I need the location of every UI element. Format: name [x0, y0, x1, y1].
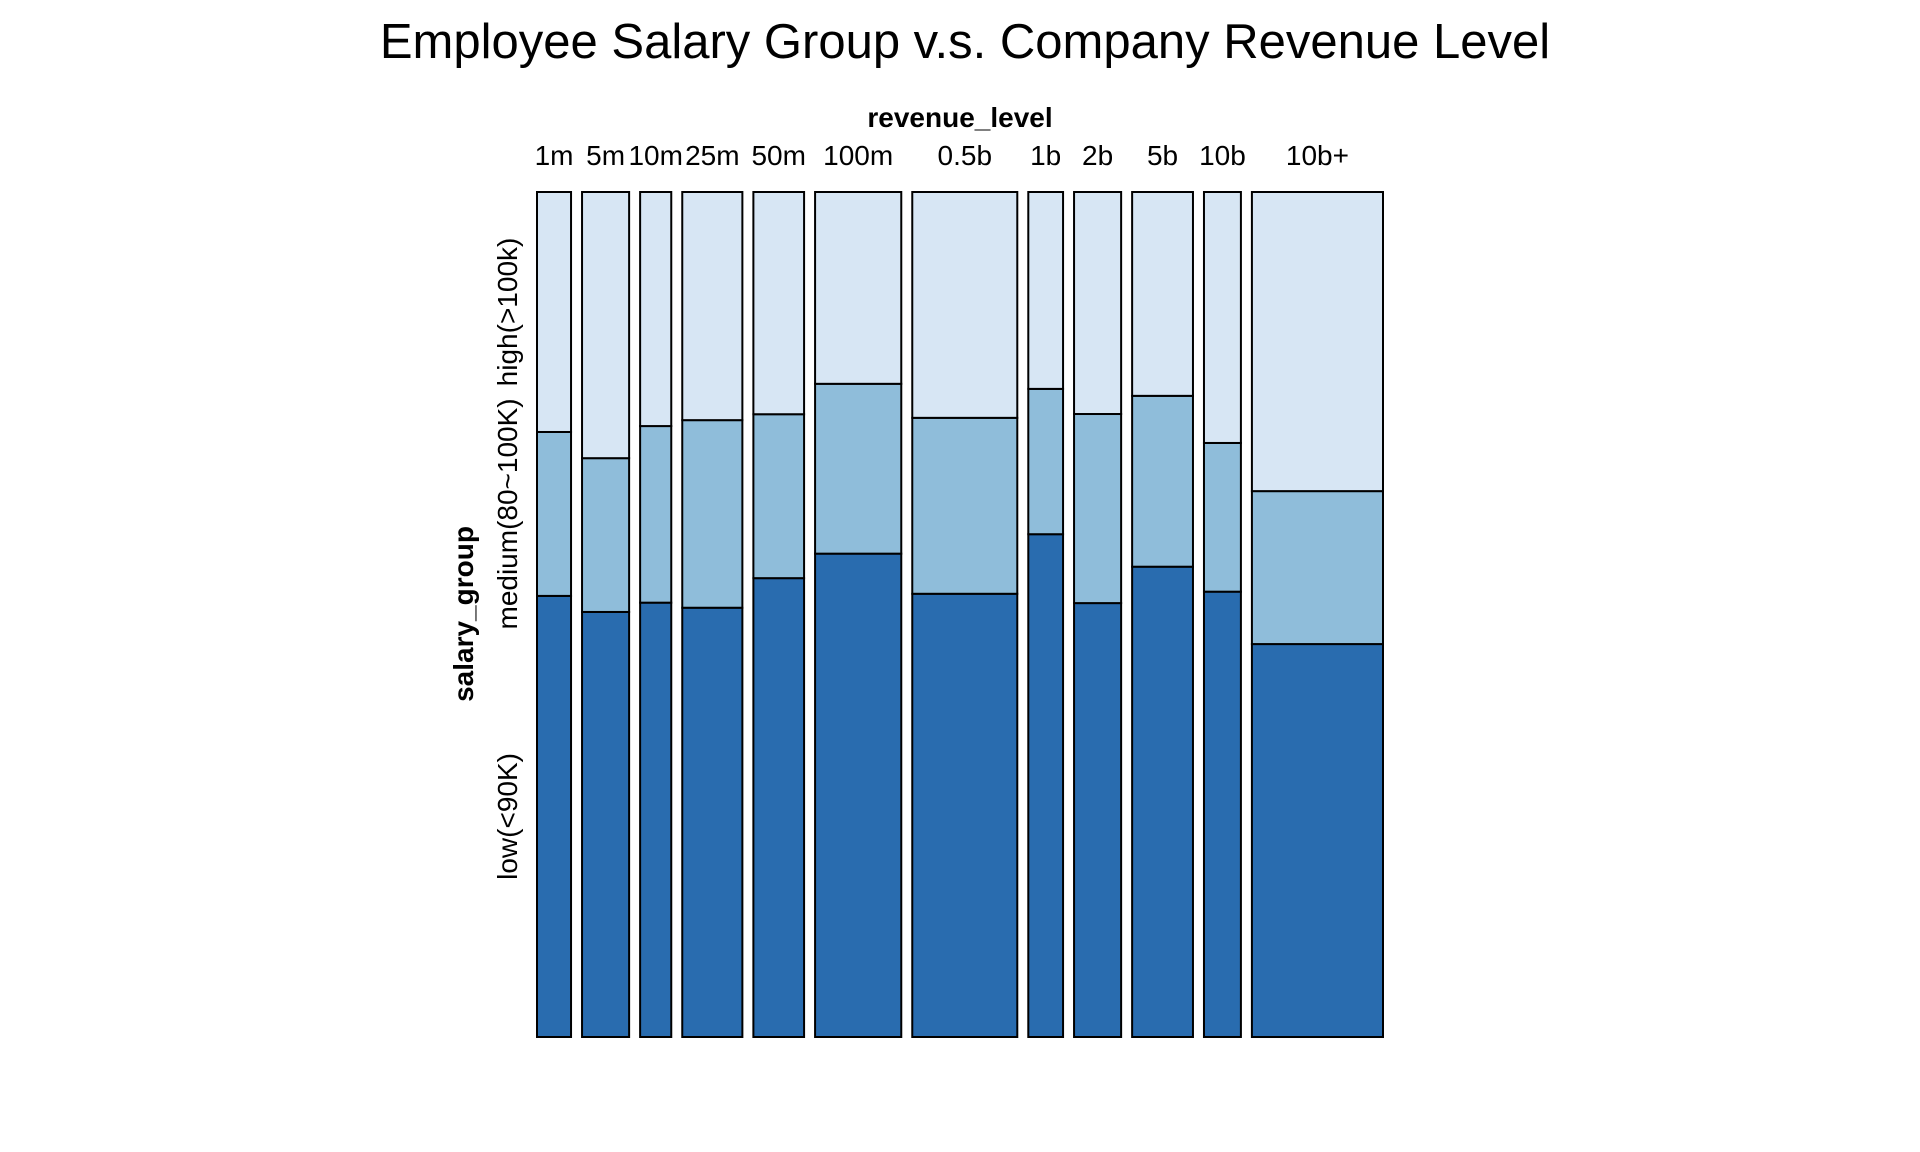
y-tick-label: low(<90K)	[492, 753, 523, 880]
tile-50m-high	[752, 191, 806, 416]
tile-1b-medium	[1027, 387, 1065, 536]
x-tick-label: 25m	[685, 140, 739, 171]
tile-100m-high	[814, 191, 903, 385]
tile-5b-high	[1131, 191, 1194, 397]
tile-0.5b-high	[911, 191, 1019, 419]
y-axis-title: salary_group	[448, 526, 479, 702]
x-tick-label: 5b	[1147, 140, 1178, 171]
tile-1b-low	[1027, 533, 1065, 1038]
tile-5m-high	[581, 191, 631, 460]
tile-25m-medium	[681, 419, 744, 609]
tile-5b-low	[1131, 565, 1194, 1039]
y-tick-label: high(>100k)	[492, 238, 523, 387]
x-tick-label: 10b	[1199, 140, 1246, 171]
x-tick-label: 10b+	[1286, 140, 1349, 171]
tile-1m-medium	[536, 430, 573, 597]
x-tick-label: 100m	[823, 140, 893, 171]
y-tick-label: medium(80~100K)	[492, 398, 523, 629]
x-tick-label: 50m	[751, 140, 805, 171]
x-tick-label: 10m	[628, 140, 682, 171]
tile-2b-high	[1073, 191, 1123, 416]
tile-10b-low	[1202, 590, 1242, 1038]
tile-100m-medium	[814, 382, 903, 555]
y-tick-labels: low(<90K) medium(80~100K) high(>100k)	[492, 238, 523, 880]
tile-100m-low	[814, 552, 903, 1038]
tile-2b-low	[1073, 602, 1123, 1038]
tile-50m-low	[752, 577, 806, 1038]
tile-10b-medium	[1202, 441, 1242, 593]
tile-10b+-high	[1250, 191, 1385, 493]
tile-10m-low	[639, 601, 673, 1038]
tile-1b-high	[1027, 191, 1065, 390]
tile-10b+-low	[1250, 643, 1385, 1039]
tile-1m-high	[536, 191, 573, 433]
tile-0.5b-medium	[911, 416, 1019, 595]
tile-5m-low	[581, 610, 631, 1039]
tile-10m-medium	[639, 425, 673, 604]
tile-10b-high	[1202, 191, 1242, 444]
tile-25m-low	[681, 606, 744, 1038]
tile-25m-high	[681, 191, 744, 422]
tile-10m-high	[639, 191, 673, 428]
tile-1m-low	[536, 594, 573, 1038]
x-tick-label: 0.5b	[938, 140, 993, 171]
x-tick-label: 5m	[586, 140, 625, 171]
tile-0.5b-low	[911, 592, 1019, 1039]
mosaic-tiles	[536, 191, 1385, 1039]
x-axis-title: revenue_level	[867, 102, 1052, 133]
x-tick-label: 1b	[1030, 140, 1061, 171]
tile-2b-medium	[1073, 413, 1123, 605]
x-tick-label: 2b	[1082, 140, 1113, 171]
x-tick-label: 1m	[535, 140, 574, 171]
x-tick-labels: 1m 5m 10m 25m 50m 100m 0.5b 1b 2b 5b 10b 10b+	[535, 140, 1349, 171]
tile-5m-medium	[581, 457, 631, 613]
chart-title: Employee Salary Group v.s. Company Reven…	[380, 15, 1550, 69]
tile-10b+-medium	[1250, 490, 1385, 646]
tile-5b-medium	[1131, 394, 1194, 568]
tile-50m-medium	[752, 413, 806, 580]
